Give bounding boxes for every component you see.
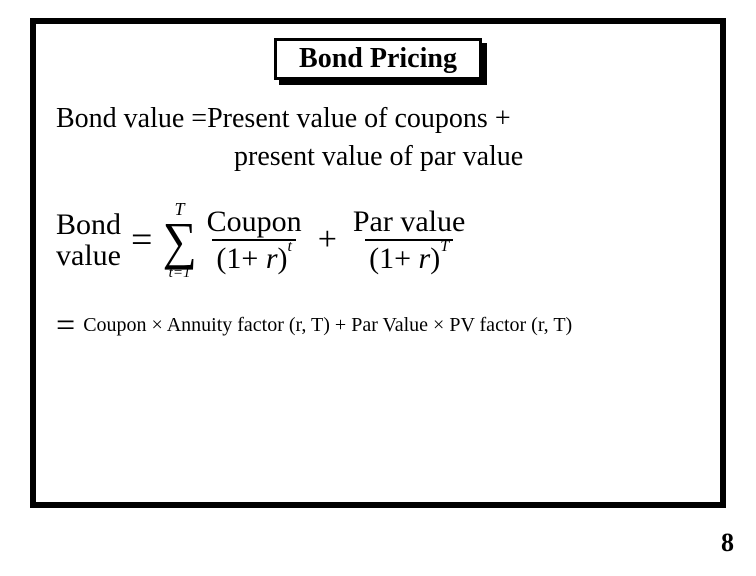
slide-frame: Bond Pricing Bond value =Present value o… [30, 18, 726, 508]
sigma-symbol: ∑ [162, 215, 196, 268]
frac1-close: ) [278, 242, 288, 275]
equals-sign: = [127, 218, 156, 262]
lhs-line1: Bond [56, 209, 121, 241]
main-formula: Bond value = T ∑ t=1 Coupon (1+ r)t + Pa… [56, 200, 700, 281]
frac2-r: r [419, 242, 431, 275]
frac1-numerator: Coupon [203, 206, 306, 240]
page-number: 8 [721, 528, 734, 558]
frac2-numerator: Par value [349, 206, 469, 240]
second-formula-text: Coupon × Annuity factor (r, T) + Par Val… [83, 314, 572, 337]
lhs-line2: value [56, 240, 121, 272]
second-formula: = Coupon × Annuity factor (r, T) + Par V… [56, 307, 700, 345]
frac2-denominator: (1+ r)T [365, 239, 453, 275]
frac1-open: (1 [216, 242, 241, 275]
equals-sign-2: = [56, 307, 75, 345]
formula-lhs: Bond value [56, 209, 121, 272]
frac2-close: ) [430, 242, 440, 275]
summation: T ∑ t=1 [162, 200, 196, 281]
frac2-open: (1 [369, 242, 394, 275]
frac1-exp: t [288, 239, 292, 256]
slide-title: Bond Pricing [274, 38, 482, 80]
frac2-exp: T [440, 239, 449, 256]
definition-line1: Bond value =Present value of coupons + [56, 100, 700, 138]
definition-text: Bond value =Present value of coupons + p… [56, 100, 700, 176]
frac1-denominator: (1+ r)t [212, 239, 296, 275]
frac1-plus: + [241, 242, 258, 275]
fraction-par: Par value (1+ r)T [349, 206, 469, 275]
title-box: Bond Pricing [274, 38, 482, 80]
frac2-plus: + [394, 242, 411, 275]
frac1-r: r [266, 242, 278, 275]
fraction-coupon: Coupon (1+ r)t [203, 206, 306, 275]
definition-line2: present value of par value [56, 138, 700, 176]
plus-sign: + [312, 221, 343, 259]
